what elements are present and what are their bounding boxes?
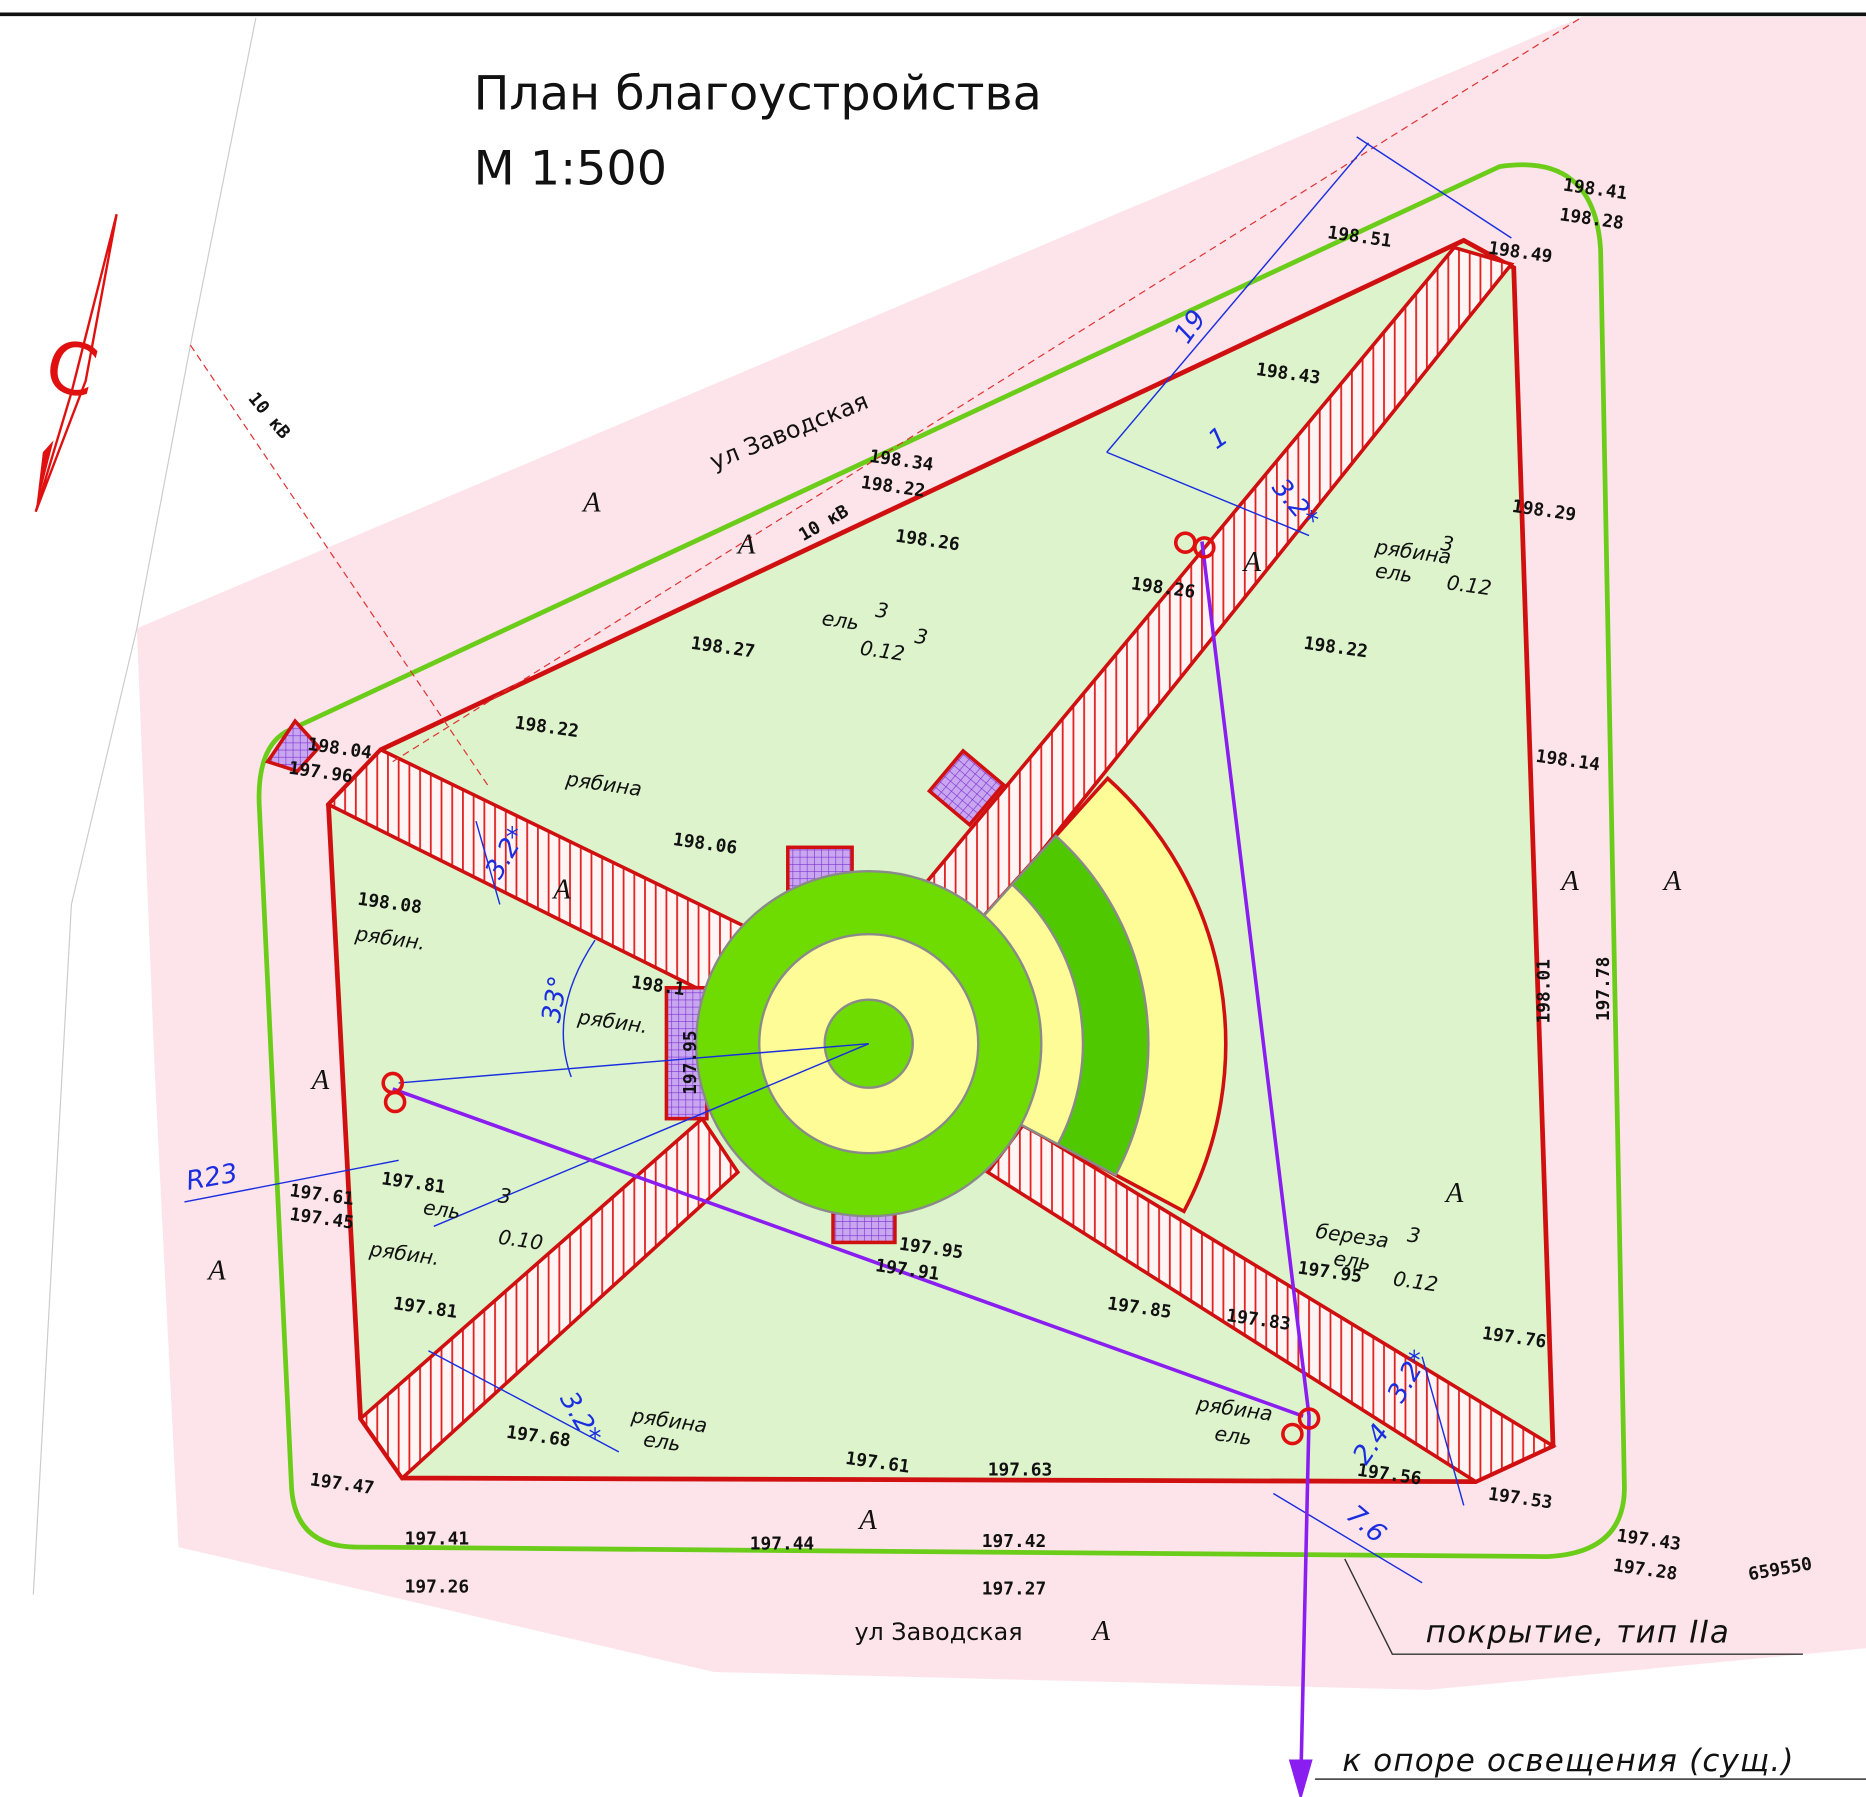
title: План благоустройства: [474, 66, 1042, 121]
zone-label: А: [581, 488, 601, 519]
zone-label: А: [1662, 866, 1682, 897]
elevation: 197.78: [1593, 957, 1614, 1021]
tree-label: ель: [1374, 558, 1414, 587]
site-plan: План благоустройства М 1:500 С 198.41198…: [0, 0, 1866, 1797]
zone-label: А: [310, 1065, 330, 1096]
elevation: 197.41: [405, 1529, 469, 1550]
elevation: 197.63: [988, 1460, 1052, 1481]
zone-label: А: [1090, 1616, 1110, 1647]
scale: М 1:500: [474, 141, 667, 196]
elevation: 197.44: [750, 1533, 814, 1554]
callout: покрытие, тип IIа: [1426, 1614, 1730, 1650]
elevation: 197.27: [982, 1579, 1046, 1600]
tree-label: ель: [1213, 1421, 1253, 1450]
tree-label: ель: [820, 606, 860, 635]
street-name: ул Заводская: [854, 1618, 1022, 1646]
zone-label: А: [1444, 1178, 1464, 1209]
zone-label: А: [551, 875, 571, 906]
elevation: 197.26: [405, 1576, 469, 1597]
zone-label: А: [1559, 866, 1579, 897]
zone-label: А: [736, 529, 756, 560]
tree-label: ель: [1332, 1246, 1372, 1275]
north-label: С: [37, 323, 105, 416]
round-bed: [696, 871, 1041, 1216]
callout: к опоре освещения (сущ.): [1342, 1743, 1794, 1779]
arrow: [1291, 1761, 1310, 1794]
elevation: 197.95: [680, 1030, 701, 1094]
elevation: 197.42: [982, 1531, 1046, 1552]
zone-label: А: [1242, 547, 1262, 578]
tree-label: ель: [422, 1195, 462, 1224]
zone-label: А: [206, 1255, 226, 1286]
tree-label: ель: [642, 1427, 682, 1456]
zone-label: А: [857, 1505, 877, 1536]
elevation: 198.01: [1533, 959, 1554, 1023]
